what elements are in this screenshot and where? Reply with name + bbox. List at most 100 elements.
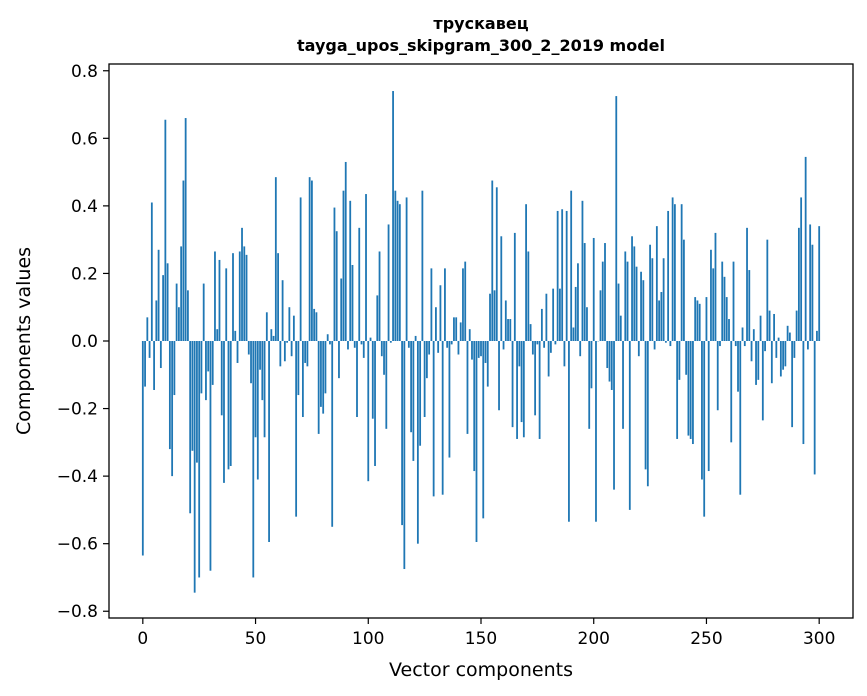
bar-293: [802, 341, 805, 445]
bar-296: [809, 224, 812, 341]
bar-109: [387, 224, 390, 341]
bar-241: [685, 341, 688, 375]
bar-200: [592, 237, 595, 341]
bar-283: [779, 341, 782, 377]
bar-182: [552, 288, 555, 341]
bar-90: [344, 161, 347, 341]
y-tick-label: 0.6: [71, 129, 98, 149]
bar-248: [701, 341, 703, 480]
bar-271: [752, 329, 755, 341]
bar-136: [448, 341, 451, 458]
bar-20: [187, 290, 189, 341]
bar-0: [141, 341, 144, 556]
bar-167: [518, 341, 521, 367]
bar-29: [207, 341, 210, 372]
bar-10: [164, 119, 167, 342]
bar-92: [349, 200, 352, 341]
bar-30: [209, 341, 212, 571]
bar-149: [477, 341, 480, 358]
bar-146: [471, 341, 473, 360]
bar-6: [155, 300, 158, 341]
bar-295: [807, 341, 809, 350]
bar-206: [606, 341, 609, 369]
bar-103: [374, 341, 376, 466]
bar-201: [595, 341, 597, 522]
bar-267: [743, 341, 746, 347]
bar-47: [247, 341, 250, 355]
bar-110: [389, 341, 392, 343]
bar-102: [371, 341, 374, 419]
x-tick-label: 0: [137, 629, 148, 649]
bar-35: [220, 341, 223, 416]
bar-23: [193, 341, 196, 593]
bar-236: [673, 204, 676, 341]
bar-119: [410, 341, 413, 433]
bar-139: [455, 317, 458, 341]
bar-195: [581, 200, 584, 341]
bar-54: [263, 341, 266, 438]
bar-190: [570, 190, 573, 341]
bar-280: [773, 313, 775, 341]
bar-38: [227, 341, 230, 470]
bar-186: [561, 209, 564, 341]
bar-156: [493, 290, 496, 341]
bar-60: [277, 253, 279, 341]
bar-73: [306, 341, 309, 367]
bar-99: [365, 194, 367, 341]
bar-229: [658, 300, 661, 341]
bar-219: [635, 266, 638, 341]
bar-239: [680, 204, 683, 341]
bar-74: [308, 177, 311, 341]
bar-245: [694, 297, 697, 341]
bar-9: [162, 275, 165, 341]
bar-204: [601, 261, 604, 341]
bar-27: [202, 283, 205, 341]
bar-281: [775, 341, 778, 358]
bar-273: [757, 341, 760, 380]
bar-235: [671, 197, 674, 341]
bar-298: [813, 341, 816, 475]
bar-203: [599, 290, 602, 341]
bar-232: [664, 341, 667, 343]
bar-124: [421, 190, 424, 341]
bar-215: [626, 261, 629, 341]
bar-141: [459, 322, 462, 341]
bar-231: [662, 258, 665, 341]
bar-44: [241, 227, 243, 341]
bar-151: [482, 341, 485, 519]
bar-187: [563, 341, 566, 367]
bar-192: [574, 286, 577, 341]
bar-71: [301, 341, 304, 418]
bar-91: [347, 341, 349, 350]
bar-157: [495, 187, 498, 341]
bar-3: [148, 341, 151, 358]
bar-178: [543, 341, 546, 348]
x-axis-label: Vector components: [389, 659, 573, 681]
bar-93: [351, 264, 354, 341]
bar-118: [407, 341, 410, 348]
bar-282: [777, 337, 780, 341]
bar-259: [725, 297, 728, 341]
bar-161: [504, 300, 507, 341]
x-axis: 0 50 100 150 200 250 300: [137, 618, 835, 649]
bar-88: [340, 278, 343, 341]
bar-242: [687, 341, 690, 436]
bar-143: [464, 261, 467, 341]
y-tick-label: 0.4: [71, 197, 98, 217]
bar-1: [144, 341, 146, 387]
bar-257: [721, 261, 724, 341]
bar-76: [313, 308, 316, 341]
bar-228: [655, 226, 658, 341]
bar-272: [755, 341, 757, 385]
bar-181: [549, 341, 552, 353]
bar-188: [565, 210, 568, 341]
bar-42: [236, 341, 239, 363]
bar-254: [714, 232, 717, 341]
bar-144: [466, 341, 469, 434]
bar-55: [265, 312, 268, 341]
bar-221: [640, 271, 642, 341]
bar-12: [168, 341, 171, 450]
bar-101: [369, 337, 372, 341]
bar-270: [750, 341, 753, 362]
